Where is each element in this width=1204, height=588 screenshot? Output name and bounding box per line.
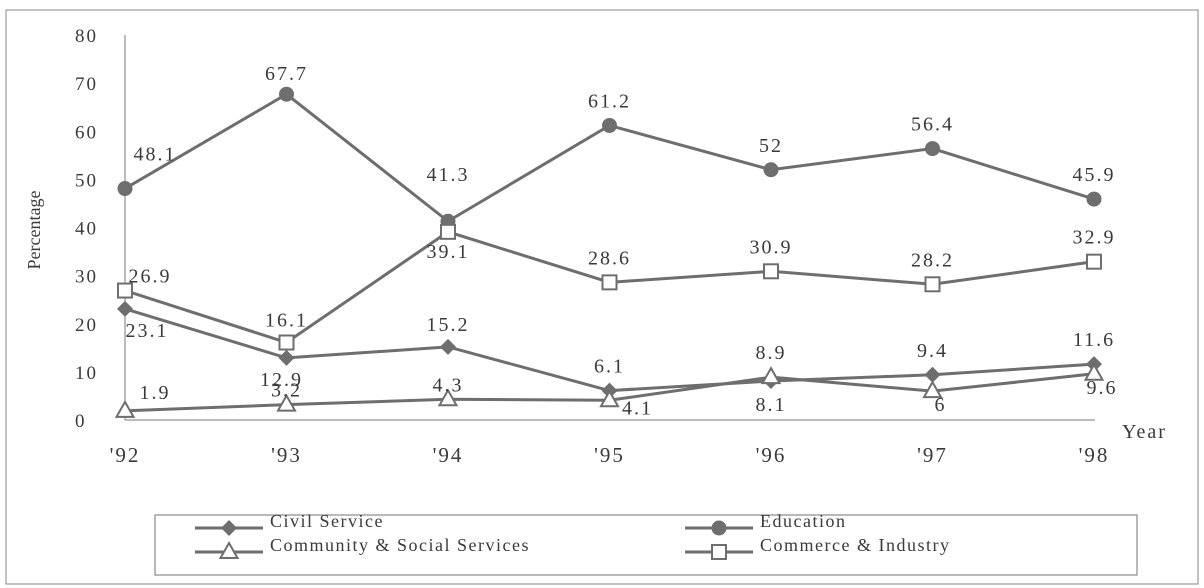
- data-label-education: 67.7: [265, 63, 308, 85]
- data-label-community-social-services: 9.6: [1087, 377, 1118, 399]
- data-label-commerce-industry: 39.1: [427, 241, 470, 263]
- data-point-commerce-industry: [763, 263, 779, 280]
- legend-marker-community-social-services: [218, 540, 240, 559]
- data-label-civil-service: 12.9: [260, 369, 303, 391]
- data-point-community-social-services: [276, 393, 297, 412]
- data-point-education: [279, 86, 294, 102]
- data-point-community-social-services: [760, 366, 782, 385]
- data-point-community-social-services: [114, 399, 136, 418]
- legend-label: Education: [760, 511, 846, 531]
- x-tick-label: '97: [917, 443, 948, 467]
- data-point-community-social-services: [1083, 362, 1105, 381]
- data-label-commerce-industry: 26.9: [129, 266, 172, 288]
- data-label-commerce-industry: 28.2: [911, 249, 954, 271]
- data-label-education: 56.4: [911, 114, 954, 136]
- y-tick-label: 0: [75, 411, 87, 432]
- data-point-civil-service: [924, 366, 941, 383]
- data-label-education: 41.3: [427, 164, 470, 186]
- data-label-education: 45.9: [1073, 164, 1116, 186]
- data-point-education: [1086, 191, 1102, 207]
- data-label-commerce-industry: 32.9: [1073, 227, 1116, 249]
- data-label-commerce-industry: 16.1: [265, 310, 308, 332]
- legend-item-education: Education: [685, 511, 846, 536]
- y-tick-label: 70: [75, 74, 98, 95]
- data-label-community-social-services: 1.9: [140, 382, 171, 404]
- data-label-civil-service: 11.6: [1073, 329, 1115, 351]
- data-point-education: [117, 181, 133, 197]
- data-label-education: 48.1: [134, 144, 177, 166]
- y-tick-label: 30: [75, 267, 98, 288]
- data-label-community-social-services: 6: [935, 394, 947, 416]
- legend-marker-commerce-industry: [711, 544, 727, 560]
- data-point-community-social-services: [599, 389, 620, 408]
- data-label-commerce-industry: 30.9: [750, 236, 793, 258]
- data-point-education: [925, 141, 940, 157]
- data-labels: 23.112.915.26.18.19.4 11.648.167.741.361.…: [126, 63, 1118, 419]
- x-tick-label: '92: [110, 443, 141, 467]
- x-tick-label: '95: [594, 443, 625, 467]
- data-label-community-social-services: 3.2: [271, 380, 302, 402]
- data-label-civil-service: 8.1: [756, 394, 787, 416]
- data-label-community-social-services: 4.1: [622, 397, 653, 419]
- legend-marker-education: [711, 520, 727, 536]
- y-axis-title: Percentage: [24, 191, 44, 270]
- data-point-civil-service: [278, 349, 295, 366]
- y-tick-label: 50: [75, 170, 98, 191]
- data-point-commerce-industry: [278, 334, 295, 351]
- data-label-civil-service: 23.1: [126, 320, 169, 342]
- data-point-civil-service: [440, 338, 456, 355]
- series-markers: [114, 86, 1105, 418]
- data-label-civil-service: 9.4: [917, 340, 948, 362]
- y-tick-label: 10: [75, 363, 98, 384]
- chart-frame: [5, 9, 1199, 585]
- legend-box: [154, 514, 1138, 576]
- y-tick-label: 60: [75, 122, 98, 143]
- data-point-education: [763, 162, 779, 178]
- data-label-civil-service: 15.2: [427, 314, 470, 336]
- data-point-commerce-industry: [440, 223, 456, 240]
- data-point-civil-service: [117, 300, 133, 317]
- y-tick-label: 80: [75, 26, 98, 47]
- x-tick-label: '96: [756, 443, 787, 467]
- y-tick-label: 20: [75, 315, 98, 336]
- legend-marker-civil-service: [221, 520, 237, 536]
- x-tick-label: '98: [1079, 443, 1110, 467]
- legend-item-community-social-services: Community & Social Services: [195, 535, 530, 559]
- legend-label: Civil Service: [270, 511, 384, 531]
- data-label-civil-service: 6.1: [594, 356, 625, 378]
- data-label-education: 52: [759, 135, 783, 157]
- data-label-community-social-services: 4.3: [433, 374, 464, 396]
- legend-item-civil-service: Civil Service: [195, 511, 384, 536]
- x-tick-labels: '92 '93 '94 '95 '96 '97 '98: [110, 443, 1110, 467]
- data-label-commerce-industry: 28.6: [588, 247, 631, 269]
- legend-item-commerce-industry: Commerce & Industry: [685, 535, 950, 560]
- legend: Civil Service Education Community & Social…: [154, 511, 1138, 576]
- data-label-education: 61.2: [588, 90, 631, 112]
- axes: Percentage Year: [24, 35, 1167, 443]
- x-tick-label: '94: [433, 443, 464, 467]
- data-point-education: [602, 117, 617, 133]
- data-point-commerce-industry: [1086, 253, 1102, 270]
- y-tick-labels: 0 10 20 30 40 50 60 70 80: [75, 26, 98, 432]
- data-label-community-social-services: 8.9: [756, 342, 787, 364]
- x-tick-label: '93: [271, 443, 302, 467]
- data-point-commerce-industry: [601, 274, 618, 291]
- data-point-commerce-industry: [117, 282, 133, 299]
- x-axis-title: Year: [1122, 421, 1167, 443]
- data-point-community-social-services: [437, 388, 459, 407]
- data-point-commerce-industry: [924, 276, 941, 293]
- legend-label: Community & Social Services: [270, 535, 530, 555]
- data-point-community-social-services: [922, 380, 943, 399]
- y-tick-label: 40: [75, 219, 98, 240]
- legend-label: Commerce & Industry: [760, 535, 950, 555]
